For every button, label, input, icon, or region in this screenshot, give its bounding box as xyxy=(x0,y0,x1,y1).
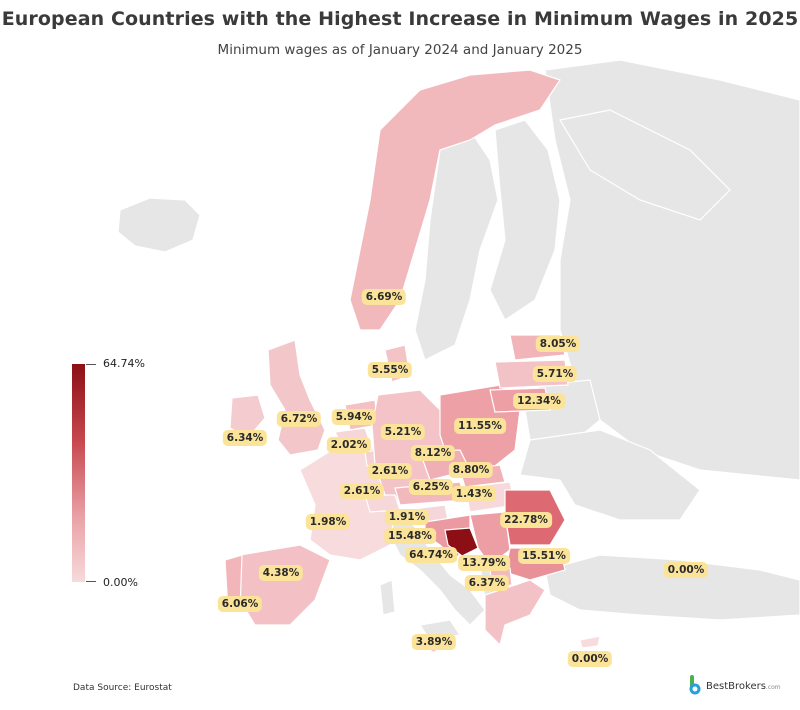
label-lithuania: 12.34% xyxy=(513,393,565,409)
chart-subtitle: Minimum wages as of January 2024 and Jan… xyxy=(217,42,583,58)
uk-shape xyxy=(267,339,326,456)
label-czechia: 8.12% xyxy=(410,445,456,461)
label-netherlands: 5.94% xyxy=(331,409,377,425)
legend-max-label: 64.74% xyxy=(103,357,145,370)
label-portugal: 4.38% xyxy=(258,565,304,581)
label-latvia: 5.71% xyxy=(532,366,578,382)
legend-min-label: 0.00% xyxy=(103,576,138,589)
label-slovakia: 8.80% xyxy=(448,462,494,478)
label-denmark: 5.55% xyxy=(367,362,413,378)
ukraine-shape xyxy=(519,429,701,521)
sardinia-shape xyxy=(379,579,396,616)
label-austria: 6.25% xyxy=(408,479,454,495)
label-turkey: 0.00% xyxy=(663,562,709,578)
label-spain: 6.06% xyxy=(217,596,263,612)
legend-tick-min xyxy=(86,581,96,582)
iceland-shape xyxy=(117,197,201,253)
label-france: 2.61% xyxy=(339,483,385,499)
brand-logo-block: BestBrokers.com xyxy=(688,674,800,698)
cyprus-shape xyxy=(579,635,601,649)
label-malta: 3.89% xyxy=(411,634,457,650)
sweden-shape xyxy=(414,129,499,361)
spain-shape xyxy=(239,544,331,626)
chart-title: European Countries with the Highest Incr… xyxy=(1,8,799,30)
label-switzerland: 1.98% xyxy=(305,514,351,530)
legend-color-bar xyxy=(72,364,85,582)
label-hungary: 1.43% xyxy=(451,486,497,502)
label-serbia: 13.79% xyxy=(458,555,510,571)
label-luxembourg: 2.61% xyxy=(367,463,413,479)
bestbrokers-logo-icon xyxy=(689,675,701,695)
turkey-shape xyxy=(544,554,800,621)
brand-name: BestBrokers.com xyxy=(706,681,781,692)
ireland-shape xyxy=(229,394,266,439)
label-poland: 11.55% xyxy=(454,418,506,434)
legend-tick-max xyxy=(86,364,96,365)
label-romania: 22.78% xyxy=(500,512,552,528)
label-north-macedonia: 6.37% xyxy=(464,575,510,591)
finland-shape xyxy=(489,119,561,321)
label-estonia: 8.05% xyxy=(535,336,581,352)
italy-shape xyxy=(384,519,486,626)
label-croatia: 15.48% xyxy=(384,528,436,544)
label-bosnia: 64.74% xyxy=(405,547,457,563)
label-uk: 6.72% xyxy=(276,411,322,427)
kola-shape xyxy=(559,109,731,221)
label-ireland: 6.34% xyxy=(222,430,268,446)
label-slovenia: 1.91% xyxy=(384,509,430,525)
data-source-note: Data Source: Eurostat xyxy=(73,683,172,693)
label-germany: 5.21% xyxy=(380,424,426,440)
norway-shape xyxy=(349,69,561,331)
label-cyprus: 0.00% xyxy=(567,651,613,667)
label-bulgaria: 15.51% xyxy=(518,548,570,564)
label-belgium: 2.02% xyxy=(326,437,372,453)
label-norway: 6.69% xyxy=(361,289,407,305)
greece-shape xyxy=(484,579,546,647)
